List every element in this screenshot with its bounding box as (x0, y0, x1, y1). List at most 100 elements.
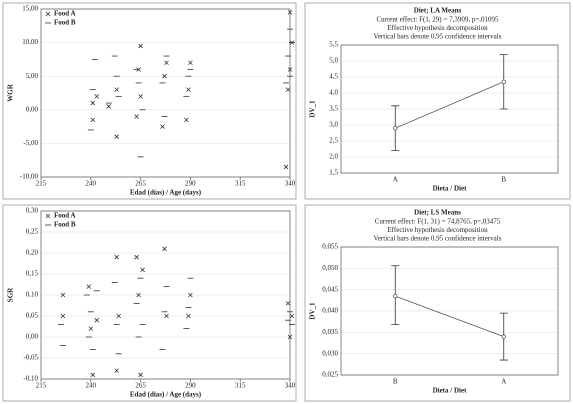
chart-subtitle: Current effect: F(1, 31) = 74,8765, p=,0… (375, 218, 501, 226)
y-tick-label: 5,00 (26, 72, 39, 80)
y-tick-label: -10,00 (20, 173, 39, 181)
point (287, 67, 293, 72)
point (90, 100, 96, 106)
point (94, 317, 100, 323)
point (162, 73, 167, 79)
point (90, 117, 96, 123)
y-tick-label: 0,30 (26, 207, 39, 215)
point (164, 313, 169, 319)
y-tick-label: 0,05 (26, 312, 39, 320)
point (287, 10, 293, 15)
y-axis-label: DV_1 (309, 100, 317, 118)
point (188, 292, 193, 298)
legend-label: Food B (54, 19, 76, 27)
x-tick-label: A (501, 378, 506, 386)
y-tick-label: 2,5 (329, 137, 338, 145)
y-tick-label: 0,025 (322, 371, 338, 379)
point (114, 254, 119, 260)
point (285, 87, 291, 92)
y-tick-label: 4,0 (329, 89, 338, 97)
y-tick-label: 0,10 (26, 291, 39, 299)
x-axis-label: Edad (días) / Age (days) (130, 189, 202, 197)
y-tick-label: 3,0 (329, 121, 338, 129)
x-tick-label: B (393, 378, 398, 386)
point (501, 79, 506, 84)
panel (304, 2, 571, 200)
y-tick-label: 1,5 (329, 169, 338, 177)
point (60, 313, 66, 319)
x-axis-label: Dieta / Diet (433, 387, 467, 395)
chart-subtitle: Effective hypothesis decomposition (387, 24, 488, 32)
x-tick-label: 265 (135, 382, 146, 390)
point (94, 94, 100, 99)
y-tick-label: 0,045 (322, 285, 338, 293)
y-tick-label: 0,15 (26, 270, 39, 278)
y-tick-label: 0,00 (26, 105, 39, 113)
point (88, 326, 94, 331)
point (393, 293, 398, 299)
point (186, 87, 191, 92)
point (188, 60, 193, 66)
plot-frame (340, 246, 559, 376)
x-tick-label: A (393, 176, 398, 184)
chart-title: Diet; LS Means (414, 209, 461, 217)
x-tick-label: 240 (86, 180, 97, 188)
chart-subtitle: Effective hypothesis decomposition (387, 226, 488, 234)
y-tick-label: 0,030 (322, 349, 338, 357)
line (395, 81, 504, 129)
x-tick-label: 290 (185, 180, 196, 188)
point (134, 254, 139, 260)
x-tick-label: 340 (285, 382, 296, 390)
plot-frame (340, 44, 559, 174)
point (285, 301, 291, 306)
y-tick-label: 0,050 (322, 264, 338, 272)
y-tick-label: 5,5 (329, 41, 338, 49)
point (138, 372, 143, 378)
point (186, 313, 191, 319)
y-tick-label: 0,035 (322, 328, 338, 336)
point (60, 292, 66, 298)
point (136, 292, 141, 298)
point (138, 94, 143, 99)
y-tick-label: 4,5 (329, 73, 338, 81)
y-tick-label: 10,00 (22, 38, 38, 46)
plot-frame (40, 210, 291, 380)
point (287, 334, 293, 340)
chart-title: Diet; LA Means (414, 7, 462, 15)
point (116, 313, 121, 319)
point (114, 87, 119, 92)
point (162, 246, 167, 252)
point (134, 114, 139, 119)
point (138, 43, 143, 49)
point (501, 334, 506, 339)
y-axis-label: WGR (7, 83, 15, 101)
panel (304, 204, 571, 402)
x-axis-label: Edad (dias) / Age (days) (130, 391, 202, 399)
point (283, 164, 289, 170)
chart-subtitle: Vertical bars denote 0,95 confidence int… (374, 235, 502, 243)
y-tick-label: -0,05 (23, 354, 38, 362)
y-tick-label: 5,0 (329, 57, 338, 65)
x-tick-label: 340 (285, 180, 296, 188)
x-tick-label: 215 (36, 382, 47, 390)
x-tick-label: 265 (135, 180, 146, 188)
point (114, 368, 119, 373)
x-tick-label: 315 (235, 382, 246, 390)
point (393, 125, 398, 131)
x-tick-label: 290 (185, 382, 196, 390)
y-tick-label: -5,00 (23, 139, 38, 147)
point (160, 124, 165, 129)
point (140, 267, 145, 273)
x-tick-label: 315 (235, 180, 246, 188)
chart-subtitle: Current effect: F(1, 29) = 7,3909, p=,01… (376, 16, 499, 24)
panel (2, 2, 297, 200)
y-tick-label: 3,5 (329, 105, 338, 113)
x-tick-label: B (501, 176, 506, 184)
y-tick-label: 0,00 (26, 333, 39, 341)
panel (2, 204, 297, 402)
point (184, 117, 189, 123)
y-axis-label: DV_1 (309, 302, 317, 320)
point (114, 134, 119, 139)
x-tick-label: 215 (36, 180, 47, 188)
